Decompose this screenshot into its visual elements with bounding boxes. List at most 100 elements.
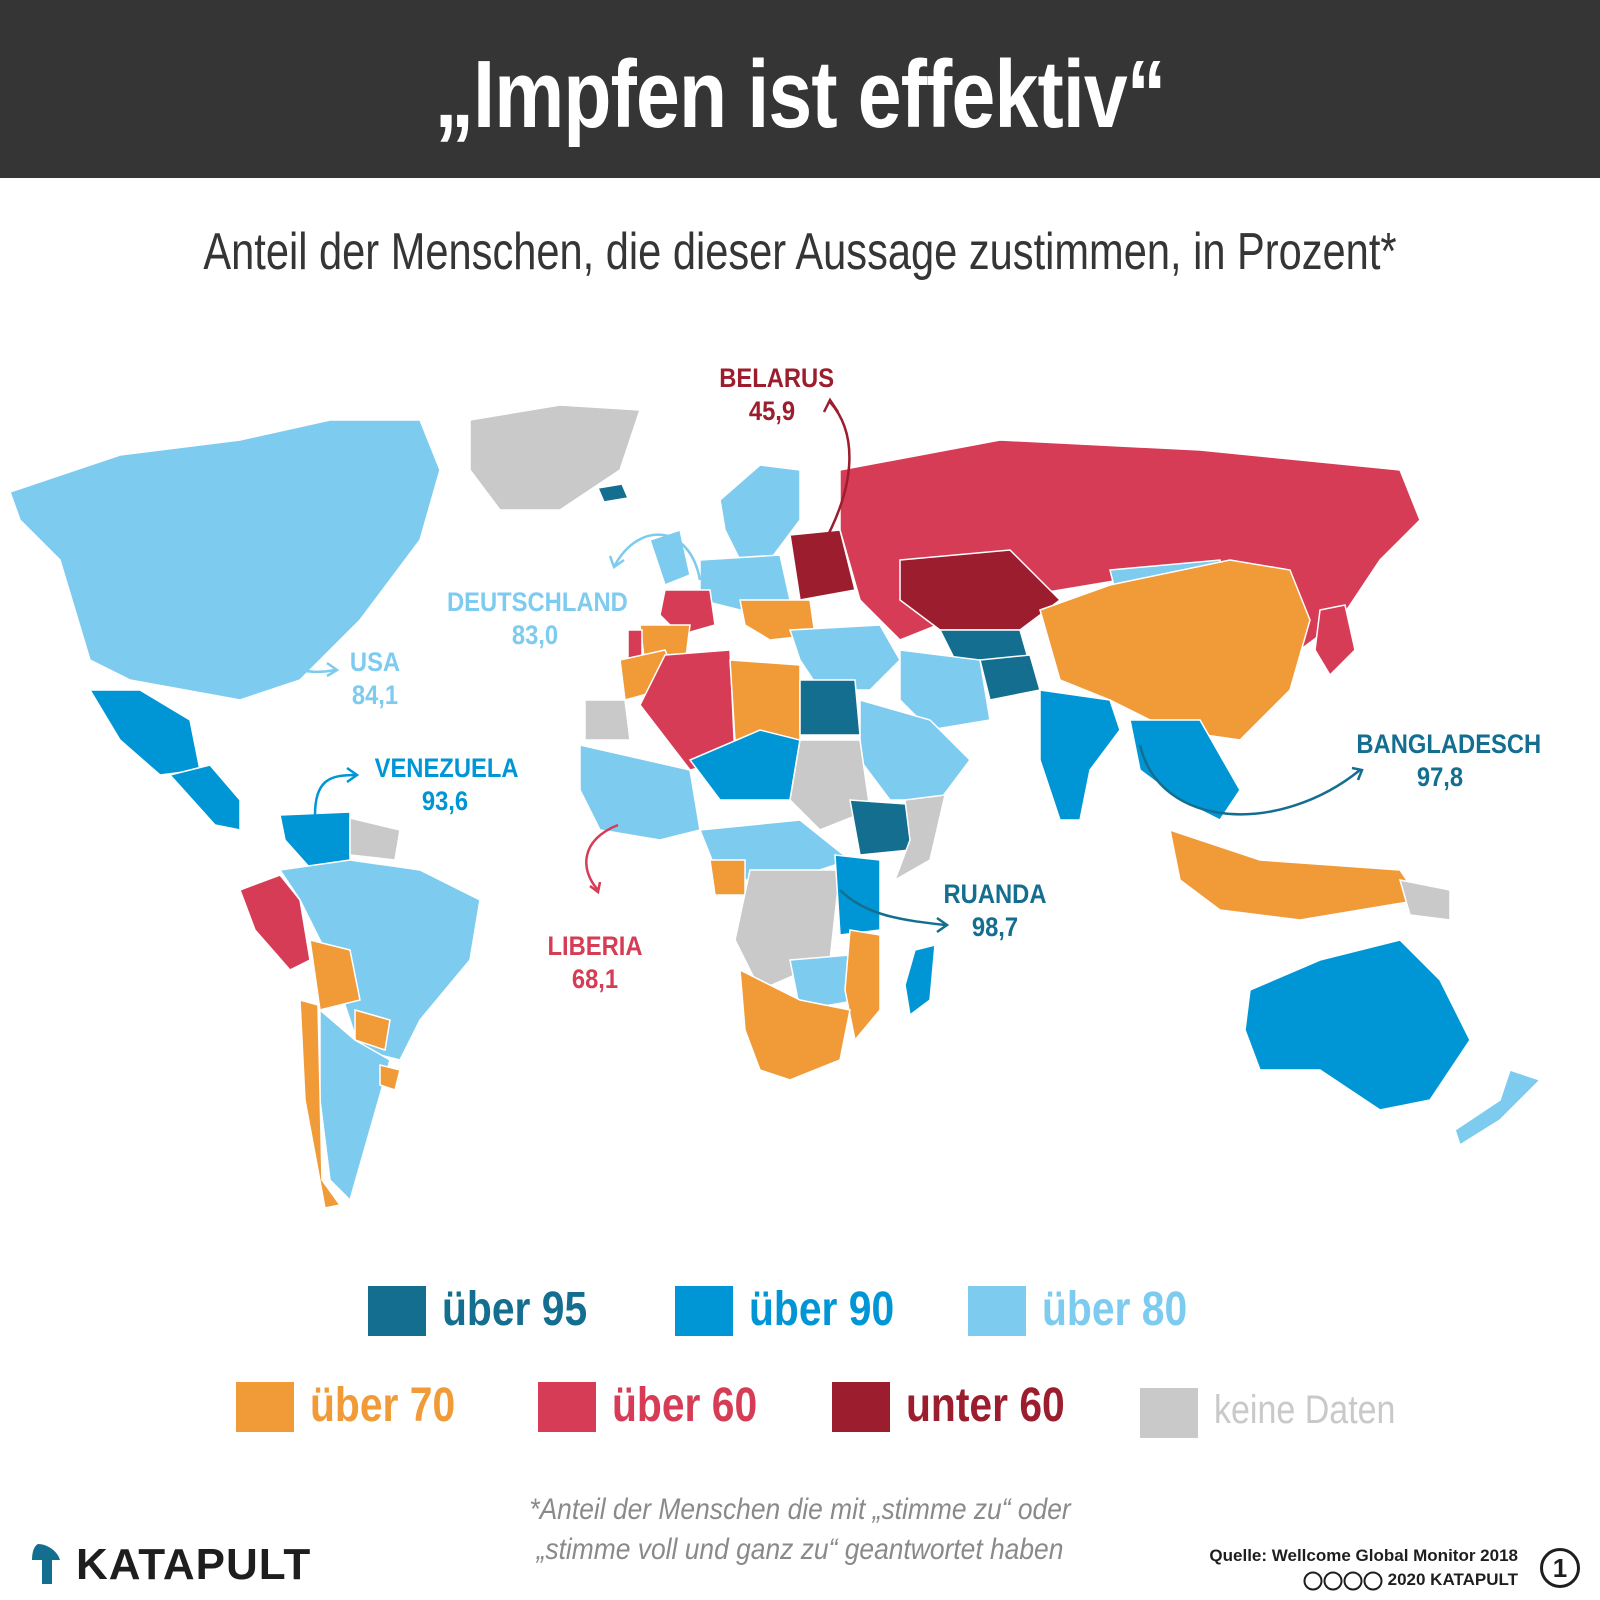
region-turkey-mideast xyxy=(788,624,901,691)
region-brazil xyxy=(278,859,481,1061)
region-western-sahara xyxy=(584,699,631,741)
legend-label: über 80 xyxy=(1042,1283,1188,1336)
callout-venezuela: VENEZUELA 93,6 xyxy=(374,752,519,818)
cc-license-icon xyxy=(1303,1571,1383,1591)
region-libya xyxy=(729,659,801,741)
source-line-2: 2020 KATAPULT xyxy=(1209,1568,1518,1592)
world-map xyxy=(9,397,1542,1209)
region-uk xyxy=(649,529,691,586)
arrow-deutschland-head xyxy=(608,555,625,569)
legend-label: über 95 xyxy=(442,1283,588,1336)
region-india xyxy=(1039,689,1121,821)
region-new-zealand xyxy=(1454,1069,1542,1147)
region-china xyxy=(1039,559,1311,741)
arrow-deutschland xyxy=(613,533,702,581)
region-mozambique xyxy=(844,929,881,1042)
region-southern-africa xyxy=(739,968,851,1081)
region-east-africa xyxy=(834,854,881,936)
arrow-belarus xyxy=(818,401,851,551)
region-japan xyxy=(1314,604,1356,677)
legend-label: über 90 xyxy=(749,1283,895,1336)
arrow-usa-head xyxy=(326,661,340,678)
source-line-1: Quelle: Wellcome Global Monitor 2018 xyxy=(1209,1546,1518,1565)
arrow-ruanda-head xyxy=(936,916,950,934)
header-band xyxy=(0,0,1600,178)
arrow-bangladesch-head xyxy=(1351,766,1364,781)
region-central-america xyxy=(168,764,241,831)
legend-swatch xyxy=(236,1382,294,1432)
legend-item-ueber-60: über 60 xyxy=(538,1378,798,1438)
callout-liberia-value: 68,1 xyxy=(571,964,619,994)
source-info: Quelle: Wellcome Global Monitor 2018 202… xyxy=(1209,1544,1518,1592)
callout-deutschland-value: 83,0 xyxy=(511,620,559,650)
region-mexico xyxy=(88,689,201,776)
region-guianas xyxy=(349,817,401,861)
region-paraguay xyxy=(354,1009,391,1051)
legend-swatch xyxy=(538,1382,596,1432)
page-number: 1 xyxy=(1540,1548,1580,1588)
legend-item-ueber-70: über 70 xyxy=(236,1378,496,1438)
region-madagascar xyxy=(904,944,936,1017)
legend-swatch xyxy=(368,1286,426,1336)
arrow-liberia-head xyxy=(589,881,602,895)
legend-label: unter 60 xyxy=(906,1379,1065,1432)
callout-venezuela-name: VENEZUELA xyxy=(374,753,519,783)
region-bolivia xyxy=(309,939,361,1011)
callout-liberia: LIBERIA 68,1 xyxy=(542,930,648,996)
callout-ruanda: RUANDA 98,7 xyxy=(938,878,1052,944)
callout-bangladesch: BANGLADESCH 97,8 xyxy=(1356,728,1542,794)
callout-ruanda-name: RUANDA xyxy=(943,879,1047,909)
region-png xyxy=(1398,879,1451,921)
brand-name: KATAPULT xyxy=(76,1540,312,1589)
region-sudan xyxy=(789,739,871,831)
legend-label: über 70 xyxy=(310,1379,456,1432)
arrow-usa xyxy=(264,649,336,674)
region-france xyxy=(659,589,716,636)
callout-usa-name: USA xyxy=(349,647,401,677)
region-west-africa xyxy=(579,744,701,841)
arrow-liberia xyxy=(585,823,619,891)
katapult-icon xyxy=(32,1544,60,1584)
legend-item-keine-daten: keine Daten xyxy=(1140,1384,1440,1444)
region-egypt xyxy=(799,679,861,736)
legend-label: keine Daten xyxy=(1214,1388,1396,1432)
arrow-ruanda xyxy=(839,889,946,927)
callout-deutschland-name: DEUTSCHLAND xyxy=(447,587,628,617)
legend-swatch xyxy=(968,1286,1026,1336)
region-greenland xyxy=(469,404,642,511)
legend-swatch xyxy=(1140,1388,1198,1438)
region-chile xyxy=(299,998,342,1209)
callout-belarus: BELARUS 45,9 xyxy=(719,362,835,428)
region-iceland xyxy=(596,483,630,503)
arrow-venezuela xyxy=(313,773,356,816)
region-eastern-europe xyxy=(789,529,856,601)
region-afghanistan xyxy=(979,654,1041,701)
legend-item-unter-60: unter 60 xyxy=(832,1378,1092,1438)
callout-bangladesch-name: BANGLADESCH xyxy=(1356,729,1542,759)
arrow-bangladesch xyxy=(1138,744,1361,816)
callout-belarus-name: BELARUS xyxy=(719,363,835,393)
region-somalia xyxy=(893,794,946,882)
callout-venezuela-value: 93,6 xyxy=(421,786,469,816)
legend-label: über 60 xyxy=(612,1379,758,1432)
legend-swatch xyxy=(675,1286,733,1336)
footnote: *Anteil der Menschen die mit „stimme zu“… xyxy=(518,1490,1081,1570)
region-indonesia xyxy=(1169,828,1422,921)
callout-bangladesch-value: 97,8 xyxy=(1416,762,1464,792)
region-uruguay xyxy=(379,1064,401,1091)
callout-usa-value: 84,1 xyxy=(351,680,399,710)
region-scandinavia xyxy=(719,464,801,561)
legend-item-ueber-95: über 95 xyxy=(368,1282,628,1342)
arrow-venezuela-head xyxy=(346,766,360,784)
callout-belarus-value: 45,9 xyxy=(748,396,796,426)
legend-item-ueber-90: über 90 xyxy=(675,1282,935,1342)
region-peru xyxy=(239,874,311,971)
legend-item-ueber-80: über 80 xyxy=(968,1282,1228,1342)
region-australia xyxy=(1244,939,1471,1111)
callout-usa: USA 84,1 xyxy=(335,646,414,712)
arrow-belarus-head xyxy=(822,397,840,413)
legend-swatch xyxy=(832,1382,890,1432)
source-line-2-text: 2020 KATAPULT xyxy=(1387,1570,1518,1589)
region-southeast-asia xyxy=(1129,719,1241,821)
footnote-line-2: „stimme voll und ganz zu“ geantwortet ha… xyxy=(536,1533,1064,1566)
